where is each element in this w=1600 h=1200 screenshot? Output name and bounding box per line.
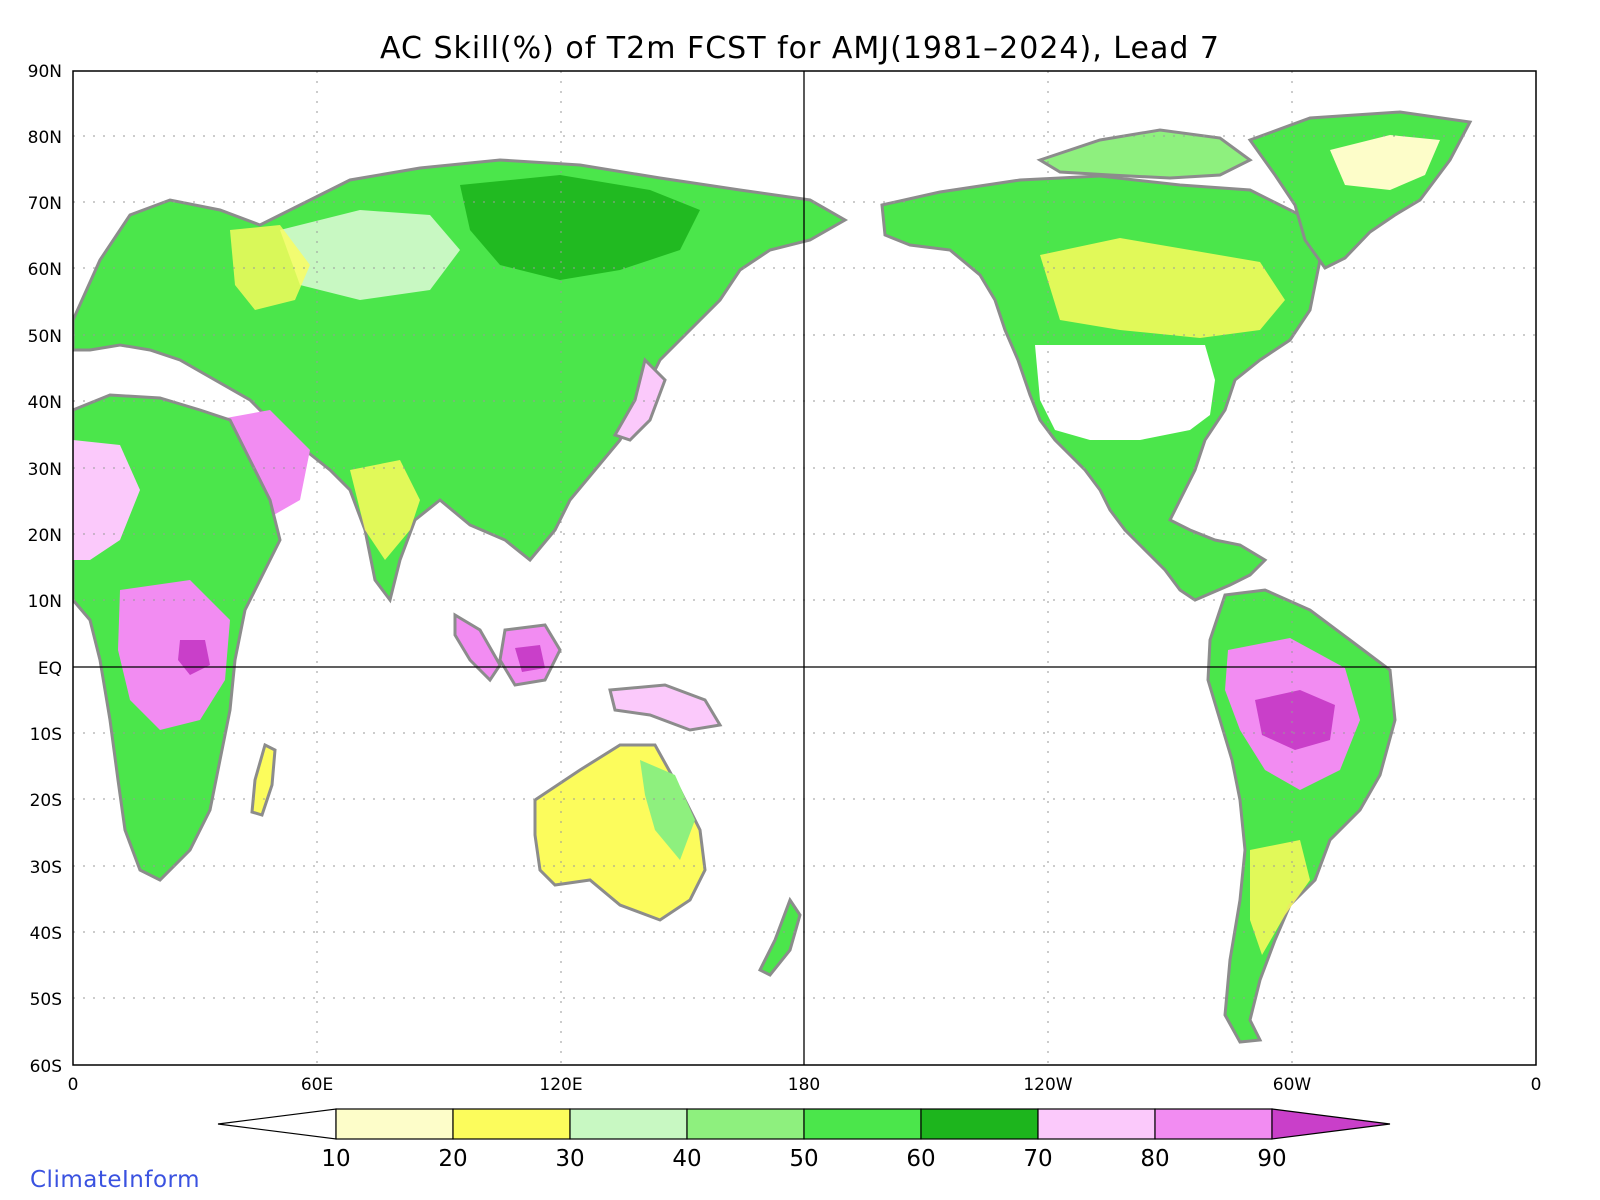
- region-siberia-high: [460, 175, 700, 280]
- colorbar-tick: 80: [1140, 1146, 1169, 1172]
- land-madagascar: [250, 742, 277, 817]
- region-borneo-core: [515, 645, 545, 672]
- colorbar: [217, 1108, 1391, 1140]
- region-central-africa-high: [118, 580, 230, 730]
- lon-label: 120E: [539, 1075, 582, 1095]
- region-us-low-skill: [1035, 345, 1215, 440]
- colorbar-segment: [1154, 1108, 1273, 1140]
- colorbar-high-triangle: [1271, 1108, 1391, 1140]
- longitude-axis: 0 60E 120E 180 120W 60W 0: [68, 1075, 1542, 1095]
- lat-label: 70N: [28, 194, 62, 214]
- colorbar-segment: [803, 1108, 922, 1140]
- region-australia-green: [640, 760, 695, 860]
- region-west-africa-high: [73, 440, 140, 560]
- land-new-zealand: [757, 896, 802, 977]
- region-greenland-interior: [1330, 135, 1440, 190]
- map-frame: [72, 70, 1537, 1066]
- lat-label: 90N: [28, 62, 62, 82]
- colorbar-low-triangle: [217, 1108, 337, 1140]
- region-india-low: [350, 460, 420, 560]
- lat-label: 30S: [30, 858, 62, 878]
- lat-label: 10S: [30, 725, 62, 745]
- colorbar-segment: [452, 1108, 571, 1140]
- lat-label: 40S: [30, 924, 62, 944]
- colorbar-tick: 30: [555, 1146, 584, 1172]
- lat-label: 30N: [28, 460, 62, 480]
- colorbar-tick: 50: [789, 1146, 818, 1172]
- colorbar-segment: [569, 1108, 688, 1140]
- reference-lines: [73, 71, 1536, 1065]
- land-canadian-archipelago: [1036, 128, 1253, 180]
- latitude-axis: 90N 80N 70N 60N 50N 40N 30N 20N 10N EQ 1…: [28, 62, 62, 1077]
- lat-label: EQ: [38, 659, 62, 679]
- lat-label: 60S: [30, 1057, 62, 1077]
- colorbar-tick: 90: [1257, 1146, 1286, 1172]
- credit-label: ClimateInform: [30, 1167, 200, 1193]
- lon-label: 60E: [301, 1075, 333, 1095]
- lon-label: 180: [788, 1075, 820, 1095]
- region-canada-low: [1040, 238, 1285, 338]
- lat-label: 60N: [28, 260, 62, 280]
- colorbar-tick: 60: [906, 1146, 935, 1172]
- lat-label: 20N: [28, 526, 62, 546]
- region-amazon-core: [1255, 690, 1335, 750]
- colorbar-tick: 70: [1023, 1146, 1052, 1172]
- region-east-africa-core: [178, 640, 210, 675]
- lat-label: 50S: [30, 990, 62, 1010]
- lon-label: 0: [1531, 1075, 1542, 1095]
- colorbar-segment: [1037, 1108, 1156, 1140]
- lon-label: 120W: [1023, 1075, 1072, 1095]
- lat-label: 10N: [28, 592, 62, 612]
- region-russia-light: [280, 210, 460, 300]
- colorbar-segment: [920, 1108, 1039, 1140]
- colorbar-tick: 40: [672, 1146, 701, 1172]
- colorbar-labels: 10 20 30 40 50 60 70 80 90: [321, 1146, 1286, 1172]
- colorbar-tick: 20: [438, 1146, 467, 1172]
- map-title: AC Skill(%) of T2m FCST for AMJ(1981–202…: [380, 31, 1220, 66]
- region-patagonia-low: [1250, 840, 1310, 955]
- lat-label: 20S: [30, 791, 62, 811]
- map-area: [73, 71, 1536, 1065]
- region-scandinavia-low: [230, 225, 310, 310]
- land-sumatra: [453, 612, 502, 683]
- colorbar-segment: [686, 1108, 805, 1140]
- colorbar-tick: 10: [321, 1146, 350, 1172]
- land-new-guinea: [608, 683, 723, 732]
- lat-label: 40N: [28, 393, 62, 413]
- lon-label: 60W: [1273, 1075, 1312, 1095]
- lat-label: 80N: [28, 128, 62, 148]
- colorbar-segment: [335, 1108, 454, 1140]
- land-japan: [612, 357, 667, 442]
- lon-label: 0: [68, 1075, 79, 1095]
- lat-label: 50N: [28, 327, 62, 347]
